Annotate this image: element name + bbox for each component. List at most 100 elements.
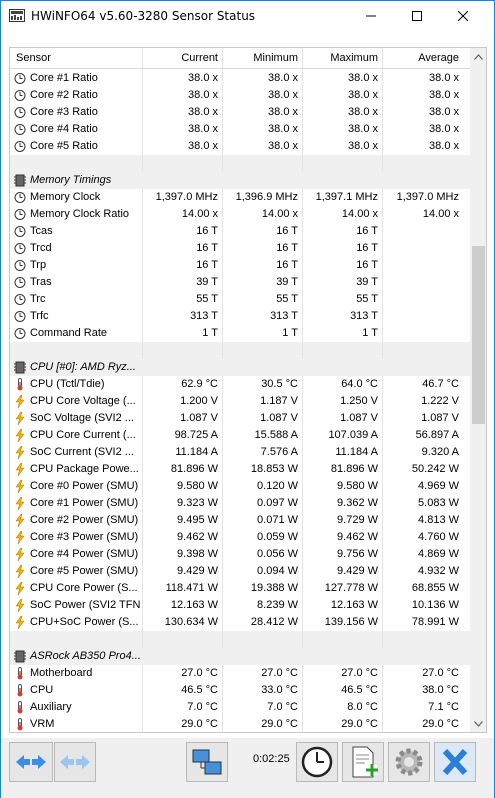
current-value: 1,397.0 MHz: [155, 191, 218, 203]
table-row[interactable]: Core #1 Ratio 38.0 x 38.0 x 38.0 x 38.0 x: [10, 70, 470, 87]
close-window-button[interactable]: [440, 1, 486, 31]
column-divider: [382, 274, 383, 291]
elapsed-time: 0:02:25: [253, 753, 290, 765]
close-sensors-button[interactable]: [434, 742, 476, 782]
table-row[interactable]: Core #3 Ratio 38.0 x 38.0 x 38.0 x 38.0 x: [10, 104, 470, 121]
table-row[interactable]: Trcd 16 T 16 T 16 T: [10, 240, 470, 257]
table-row[interactable]: Core #4 Ratio 38.0 x 38.0 x 38.0 x 38.0 x: [10, 121, 470, 138]
column-divider: [302, 308, 303, 325]
sensor-name-cell: Memory Clock: [14, 189, 140, 206]
table-row[interactable]: CPU+SoC Power (S... 130.634 W 28.412 W 139.…: [10, 614, 470, 631]
scrollbar-thumb[interactable]: [472, 246, 485, 424]
column-divider: [222, 495, 223, 512]
column-header-current[interactable]: Current: [181, 52, 218, 64]
sensor-name-cell: Core #2 Power (SMU): [14, 512, 140, 529]
table-row[interactable]: Trc 55 T 55 T 55 T: [10, 291, 470, 308]
column-divider: [382, 682, 383, 699]
current-value: 9.323 W: [177, 497, 218, 509]
sensor-name-cell: Core #4 Power (SMU): [14, 546, 140, 563]
column-divider: [222, 580, 223, 597]
table-row[interactable]: Core #2 Ratio 38.0 x 38.0 x 38.0 x 38.0 x: [10, 87, 470, 104]
sensor-name-cell: Core #1 Ratio: [14, 70, 140, 87]
scroll-up-button[interactable]: [470, 48, 486, 65]
column-divider: [142, 512, 143, 529]
row-spacer: [10, 342, 470, 359]
table-row[interactable]: Memory Clock Ratio 14.00 x 14.00 x 14.00 x 1…: [10, 206, 470, 223]
table-row[interactable]: CPU 46.5 °C 33.0 °C 46.5 °C 38.0 °C: [10, 682, 470, 699]
table-row[interactable]: CPU Package Powe... 81.896 W 18.853 W 81.89…: [10, 461, 470, 478]
average-value: 5.083 W: [418, 497, 459, 509]
clock-icon: [14, 209, 26, 220]
table-row[interactable]: Trp 16 T 16 T 16 T: [10, 257, 470, 274]
sensor-name-cell: Trp: [14, 257, 140, 274]
table-row[interactable]: Memory Clock 1,397.0 MHz 1,396.9 MHz 1,397.…: [10, 189, 470, 206]
table-row[interactable]: CPU (Tctl/Tdie) 62.9 °C 30.5 °C 64.0 °C 46.7…: [10, 376, 470, 393]
sensor-name: Command Rate: [30, 327, 108, 339]
column-header-minimum[interactable]: Minimum: [253, 52, 298, 64]
previous-sensor-button[interactable]: [9, 742, 53, 782]
table-row[interactable]: Motherboard 27.0 °C 27.0 °C 27.0 °C 27.0 °C: [10, 665, 470, 682]
table-row[interactable]: SoC Power (SVI2 TFN) 12.163 W 8.239 W 12.16…: [10, 597, 470, 614]
scroll-down-button[interactable]: [470, 715, 486, 732]
sensor-name: Core #4 Power (SMU): [30, 548, 139, 560]
sensor-name: Trp: [30, 259, 47, 271]
current-value: 16 T: [196, 225, 218, 237]
column-divider: [382, 155, 383, 172]
network-button[interactable]: [186, 742, 228, 782]
table-row[interactable]: Core #3 Power (SMU) 9.462 W 0.059 W 9.462 W…: [10, 529, 470, 546]
column-header-maximum[interactable]: Maximum: [330, 52, 378, 64]
sensor-group-header[interactable]: ASRock AB350 Pro4...: [10, 648, 470, 665]
maximum-value: 38.0 x: [348, 72, 378, 84]
settings-button[interactable]: [388, 742, 430, 782]
column-divider: [142, 70, 143, 87]
maximize-button[interactable]: [394, 1, 440, 31]
minimize-button[interactable]: [348, 1, 394, 31]
column-divider: [222, 155, 223, 172]
table-row[interactable]: Core #4 Power (SMU) 9.398 W 0.056 W 9.756 W…: [10, 546, 470, 563]
bolt-icon: [15, 599, 25, 612]
table-row[interactable]: Core #2 Power (SMU) 9.495 W 0.071 W 9.729 W…: [10, 512, 470, 529]
table-row[interactable]: CPU Core Current (... 98.725 A 15.588 A 107…: [10, 427, 470, 444]
title-bar[interactable]: HWiNFO64 v5.60-3280 Sensor Status: [1, 1, 494, 31]
table-row[interactable]: Core #0 Power (SMU) 9.580 W 0.120 W 9.580 W…: [10, 478, 470, 495]
column-divider: [222, 342, 223, 359]
maximum-value: 9.362 W: [337, 497, 378, 509]
table-row[interactable]: Core #5 Ratio 38.0 x 38.0 x 38.0 x 38.0 x: [10, 138, 470, 155]
logging-button[interactable]: [342, 742, 384, 782]
table-row[interactable]: Core #5 Power (SMU) 9.429 W 0.094 W 9.429 W…: [10, 563, 470, 580]
sensor-group-header[interactable]: CPU [#0]: AMD Ryz...: [10, 359, 470, 376]
table-row[interactable]: Tras 39 T 39 T 39 T: [10, 274, 470, 291]
column-divider: [142, 342, 143, 359]
vertical-scrollbar[interactable]: [470, 48, 486, 732]
table-row[interactable]: Tcas 16 T 16 T 16 T: [10, 223, 470, 240]
minimum-value: 7.576 A: [260, 446, 298, 458]
bolt-icon: [15, 412, 25, 425]
table-row[interactable]: Command Rate 1 T 1 T 1 T: [10, 325, 470, 342]
clock-icon: [14, 328, 26, 339]
column-divider: [222, 223, 223, 240]
gear-icon: [395, 748, 423, 776]
table-row[interactable]: CPU Core Voltage (... 1.200 V 1.187 V 1.250…: [10, 393, 470, 410]
table-row[interactable]: SoC Current (SVI2 ... 11.184 A 7.576 A 11.1…: [10, 444, 470, 461]
maximum-value: 9.429 W: [337, 565, 378, 577]
table-row[interactable]: SoC Voltage (SVI2 ... 1.087 V 1.087 V 1.087…: [10, 410, 470, 427]
next-sensor-button[interactable]: [54, 742, 96, 782]
table-row[interactable]: Core #1 Power (SMU) 9.323 W 0.097 W 9.362 W…: [10, 495, 470, 512]
clock-icon: [14, 311, 26, 322]
bolt-icon: [15, 548, 25, 561]
average-value: 27.0 °C: [422, 667, 459, 679]
table-row[interactable]: Trfc 313 T 313 T 313 T: [10, 308, 470, 325]
column-divider: [382, 342, 383, 359]
table-row[interactable]: CPU Core Power (S... 118.471 W 19.388 W 127…: [10, 580, 470, 597]
column-divider: [142, 563, 143, 580]
bolt-icon: [15, 429, 25, 442]
column-header-average[interactable]: Average: [418, 52, 459, 64]
sensor-table[interactable]: Sensor Current Minimum Maximum Average C…: [9, 47, 487, 733]
bottom-toolbar: 0:02:25: [1, 738, 494, 798]
table-row[interactable]: VRM 29.0 °C 29.0 °C 29.0 °C 29.0 °C: [10, 716, 470, 732]
current-value: 9.580 W: [177, 480, 218, 492]
table-row[interactable]: Auxiliary 7.0 °C 7.0 °C 8.0 °C 7.1 °C: [10, 699, 470, 716]
reset-timer-button[interactable]: [296, 742, 338, 782]
column-header-sensor[interactable]: Sensor: [16, 52, 51, 64]
sensor-group-header[interactable]: Memory Timings: [10, 172, 470, 189]
